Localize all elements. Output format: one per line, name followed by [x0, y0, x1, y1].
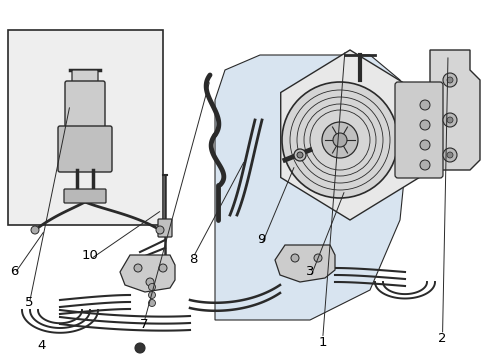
- Bar: [8, 30, 163, 225]
- Circle shape: [442, 73, 456, 87]
- Text: 8: 8: [188, 253, 197, 266]
- Polygon shape: [429, 50, 479, 170]
- FancyBboxPatch shape: [158, 219, 172, 237]
- Circle shape: [419, 140, 429, 150]
- FancyBboxPatch shape: [65, 81, 105, 130]
- Circle shape: [135, 343, 145, 353]
- Circle shape: [442, 113, 456, 127]
- Circle shape: [419, 100, 429, 110]
- Polygon shape: [215, 55, 409, 320]
- Circle shape: [293, 149, 305, 161]
- Text: 2: 2: [437, 332, 446, 345]
- FancyBboxPatch shape: [64, 189, 106, 203]
- Circle shape: [290, 254, 298, 262]
- Circle shape: [313, 254, 321, 262]
- Circle shape: [146, 278, 154, 286]
- Text: 5: 5: [25, 296, 34, 309]
- Circle shape: [419, 120, 429, 130]
- Circle shape: [419, 160, 429, 170]
- Text: 3: 3: [305, 265, 314, 278]
- Text: 1: 1: [318, 336, 326, 348]
- Polygon shape: [120, 255, 175, 292]
- FancyBboxPatch shape: [394, 82, 442, 178]
- Text: 6: 6: [10, 265, 19, 278]
- Circle shape: [148, 292, 155, 298]
- Circle shape: [332, 133, 346, 147]
- Text: 10: 10: [82, 249, 99, 262]
- Circle shape: [442, 148, 456, 162]
- FancyBboxPatch shape: [72, 70, 98, 84]
- Circle shape: [156, 226, 163, 234]
- Circle shape: [446, 117, 452, 123]
- Circle shape: [134, 264, 142, 272]
- Circle shape: [31, 226, 39, 234]
- Circle shape: [159, 264, 167, 272]
- Circle shape: [446, 152, 452, 158]
- Text: 4: 4: [37, 339, 46, 352]
- Circle shape: [321, 122, 357, 158]
- Polygon shape: [274, 245, 334, 282]
- FancyBboxPatch shape: [58, 126, 112, 172]
- Circle shape: [296, 152, 303, 158]
- Circle shape: [148, 284, 155, 291]
- Polygon shape: [280, 50, 418, 220]
- Circle shape: [148, 300, 155, 306]
- Circle shape: [446, 77, 452, 83]
- Circle shape: [282, 82, 397, 198]
- Text: 7: 7: [140, 318, 148, 330]
- Text: 9: 9: [257, 233, 265, 246]
